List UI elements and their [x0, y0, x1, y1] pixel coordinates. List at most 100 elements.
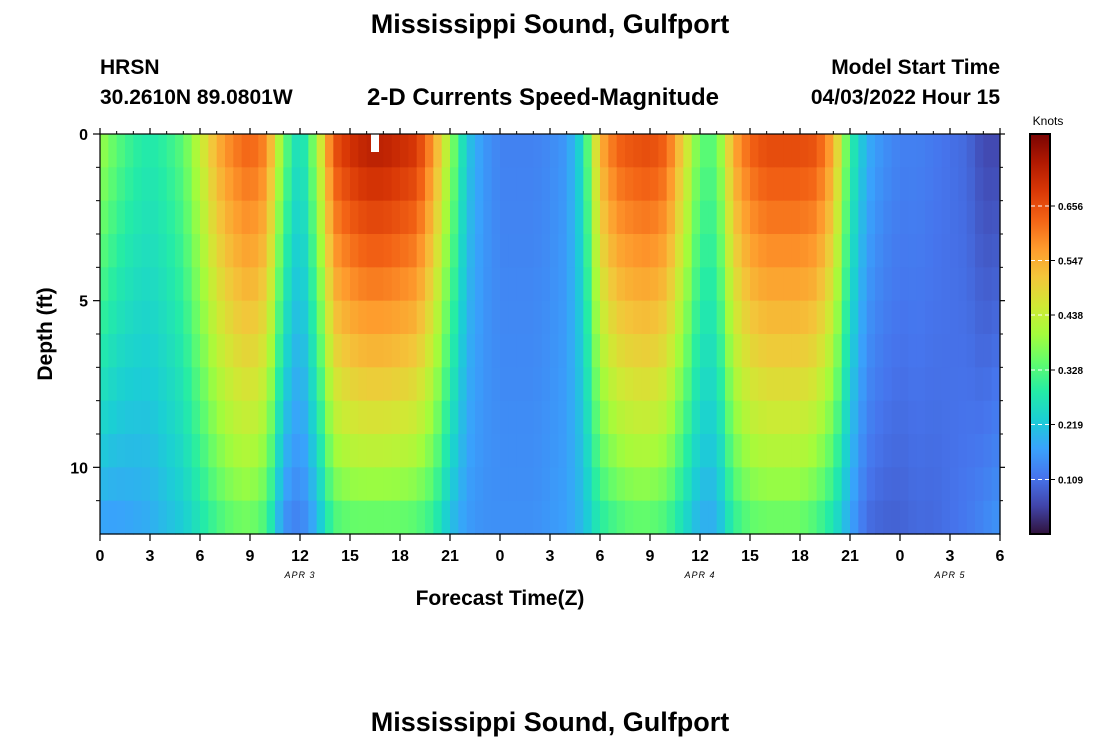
heatmap-cell: [641, 267, 651, 302]
heatmap-cell: [441, 400, 451, 435]
heatmap-cell: [400, 134, 409, 168]
heatmap-cell: [416, 334, 426, 368]
heatmap-cell: [883, 434, 893, 468]
heatmap-cell: [900, 167, 909, 202]
heatmap-cell: [491, 434, 501, 468]
heatmap-cell: [983, 367, 993, 402]
heatmap-cell: [583, 300, 593, 335]
heatmap-cell: [625, 467, 634, 502]
heatmap-cell: [675, 400, 684, 435]
heatmap-cell: [208, 167, 218, 202]
heatmap-cell: [658, 167, 668, 202]
heatmap-cell: [458, 267, 468, 302]
heatmap-cell: [750, 434, 759, 468]
heatmap-cell: [425, 434, 434, 468]
heatmap-cell: [658, 400, 668, 435]
heatmap-cell: [100, 334, 109, 368]
heatmap-cell: [283, 134, 293, 168]
heatmap-cell: [433, 267, 443, 302]
heatmap-cell: [308, 134, 318, 168]
heatmap-cell: [891, 500, 901, 535]
heatmap-cell: [758, 434, 768, 468]
heatmap-cell: [566, 200, 576, 235]
heatmap-cell: [166, 500, 176, 535]
heatmap-cell: [983, 200, 993, 235]
heatmap-cell: [316, 267, 326, 302]
heatmap-cell: [575, 367, 584, 402]
heatmap-cell: [575, 200, 584, 235]
heatmap-cell: [208, 467, 218, 502]
heatmap-cell: [241, 500, 251, 535]
date-label: APR 4: [683, 570, 715, 580]
heatmap-cell: [808, 400, 818, 435]
heatmap-cell: [400, 500, 409, 535]
heatmap-cell: [758, 300, 768, 335]
heatmap-cell: [600, 200, 609, 235]
heatmap-cell: [975, 500, 984, 535]
heatmap-cell: [850, 300, 859, 335]
heatmap-cell: [841, 300, 851, 335]
heatmap-cell: [641, 167, 651, 202]
heatmap-cell: [516, 367, 526, 402]
chart-title: Mississippi Sound, Gulfport: [370, 9, 730, 39]
heatmap-cell: [275, 367, 284, 402]
heatmap-cell: [425, 234, 434, 268]
heatmap-cell: [150, 500, 159, 535]
heatmap-cell: [733, 134, 743, 168]
heatmap-cell: [591, 367, 601, 402]
heatmap-cell: [441, 367, 451, 402]
heatmap-cell: [766, 467, 776, 502]
heatmap-cell: [491, 200, 501, 235]
heatmap-cell: [308, 434, 318, 468]
heatmap-cell: [283, 467, 293, 502]
heatmap-cell: [375, 400, 384, 435]
heatmap-cell: [208, 234, 218, 268]
heatmap-cell: [625, 367, 634, 402]
heatmap-cell: [866, 167, 876, 202]
heatmap-cell: [858, 167, 868, 202]
heatmap-cell: [591, 300, 601, 335]
heatmap-cell: [691, 300, 701, 335]
heatmap-cell: [658, 467, 668, 502]
heatmap-cell: [358, 500, 368, 535]
heatmap-cell: [616, 300, 626, 335]
heatmap-cell: [366, 367, 376, 402]
heatmap-cell: [658, 300, 668, 335]
heatmap-cell: [725, 367, 734, 402]
heatmap-cell: [225, 400, 234, 435]
heatmap-cell: [858, 300, 868, 335]
heatmap-cell: [558, 167, 568, 202]
heatmap-cell: [350, 467, 359, 502]
heatmap-cell: [583, 434, 593, 468]
heatmap-cell: [491, 267, 501, 302]
heatmap-cell: [908, 367, 918, 402]
heatmap-cell: [958, 500, 968, 535]
heatmap-cell: [441, 434, 451, 468]
heatmap-cell: [658, 134, 668, 168]
heatmap-cell: [250, 234, 259, 268]
heatmap-cell: [258, 167, 268, 202]
heatmap-cell: [225, 267, 234, 302]
heatmap-cell: [383, 167, 393, 202]
heatmap-cell: [375, 434, 384, 468]
heatmap-cell: [750, 167, 759, 202]
heatmap-cell: [408, 134, 418, 168]
heatmap-cell: [541, 367, 551, 402]
heatmap-cell: [675, 167, 684, 202]
heatmap-cell: [275, 334, 284, 368]
heatmap-cell: [675, 334, 684, 368]
heatmap-cell: [525, 467, 534, 502]
heatmap-cell: [741, 200, 751, 235]
heatmap-cell: [141, 400, 151, 435]
heatmap-cell: [925, 434, 934, 468]
heatmap-cell: [316, 134, 326, 168]
heatmap-cell: [641, 300, 651, 335]
heatmap-cell: [933, 267, 943, 302]
heatmap-cell: [816, 500, 826, 535]
heatmap-cell: [891, 134, 901, 168]
heatmap-cell: [375, 234, 384, 268]
heatmap-cell: [841, 334, 851, 368]
heatmap-cell: [341, 367, 351, 402]
heatmap-cell: [150, 200, 159, 235]
heatmap-cell: [475, 134, 484, 168]
